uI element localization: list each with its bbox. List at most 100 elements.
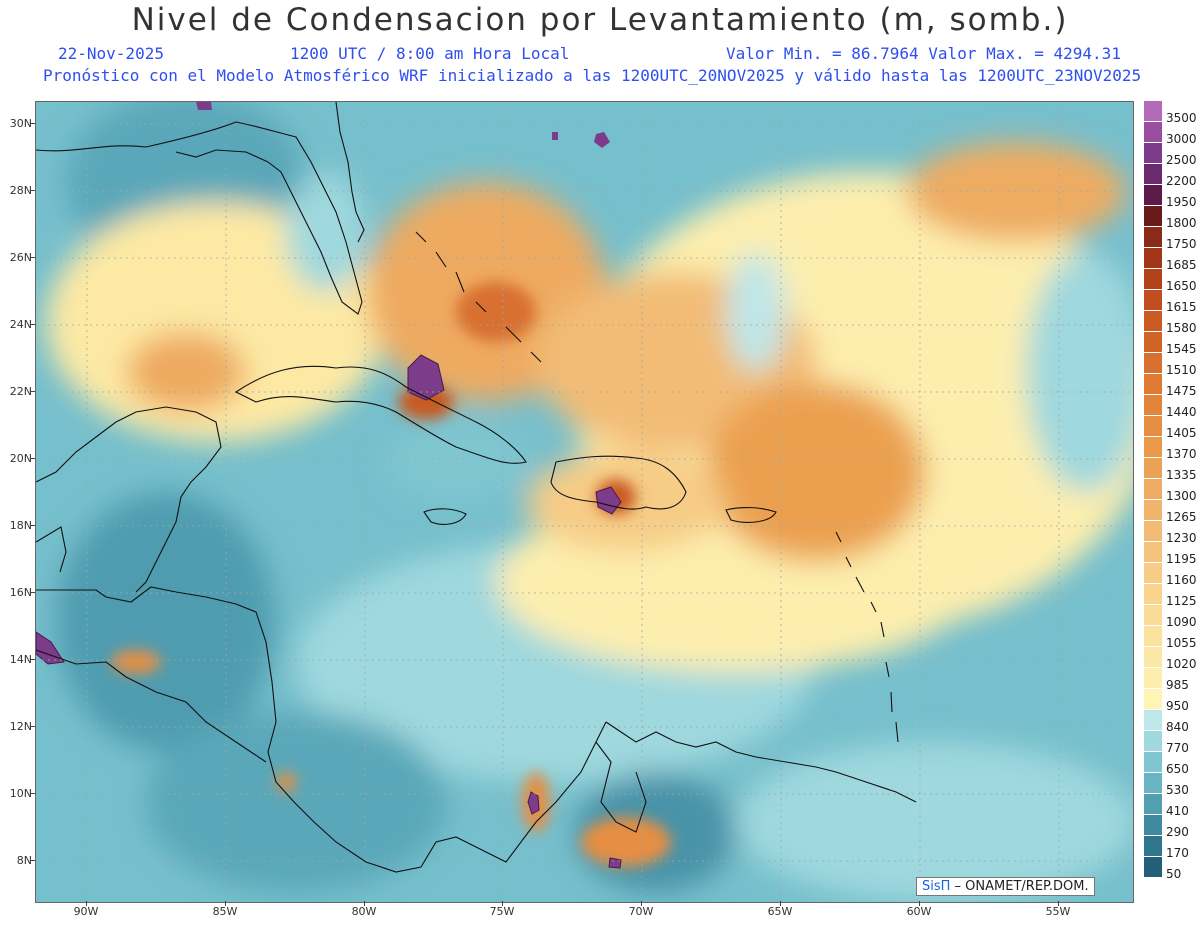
colorbar-cell <box>1144 353 1162 374</box>
lat-label: 10N <box>9 787 32 800</box>
high-cell <box>552 132 558 140</box>
colorbar-cell <box>1144 521 1162 542</box>
lcl-map <box>36 102 1133 902</box>
colorbar-label: 1090 <box>1166 615 1197 629</box>
lat-tick <box>30 726 35 727</box>
colorbar-label: 1300 <box>1166 489 1197 503</box>
colorbar-label: 1800 <box>1166 216 1197 230</box>
colorbar-label: 1370 <box>1166 447 1197 461</box>
lon-tick <box>86 901 87 906</box>
colorbar-cell <box>1144 437 1162 458</box>
lat-label: 30N <box>9 117 32 130</box>
credit-box: SisΠ – ONAMET/REP.DOM. <box>916 877 1095 896</box>
lon-label: 65W <box>767 905 793 918</box>
lat-tick <box>30 123 35 124</box>
colorbar-cell <box>1144 122 1162 143</box>
colorbar-cell <box>1144 374 1162 395</box>
lat-tick <box>30 860 35 861</box>
lon-tick <box>919 901 920 906</box>
colorbar-label: 2500 <box>1166 153 1197 167</box>
colorbar-cell <box>1144 248 1162 269</box>
colorbar-label: 985 <box>1166 678 1189 692</box>
colorbar-label: 950 <box>1166 699 1189 713</box>
lon-label: 70W <box>628 905 654 918</box>
lat-tick <box>30 458 35 459</box>
lat-label: 16N <box>9 586 32 599</box>
colorbar-label: 1125 <box>1166 594 1197 608</box>
colorbar-cell <box>1144 185 1162 206</box>
lat-label: 14N <box>9 653 32 666</box>
colorbar-cell <box>1144 668 1162 689</box>
colorbar-cell <box>1144 836 1162 857</box>
colorbar-label: 1440 <box>1166 405 1197 419</box>
colorbar-cell <box>1144 395 1162 416</box>
high-cell <box>527 791 540 815</box>
lon-label: 75W <box>489 905 515 918</box>
lon-label: 90W <box>73 905 99 918</box>
colorbar-label: 770 <box>1166 741 1189 755</box>
lat-label: 20N <box>9 452 32 465</box>
colorbar-label: 50 <box>1166 867 1182 881</box>
colorbar-cell <box>1144 731 1162 752</box>
colorbar-label: 1615 <box>1166 300 1197 314</box>
lon-tick <box>1058 901 1059 906</box>
colorbar-cell <box>1144 290 1162 311</box>
lat-label: 8N <box>16 854 32 867</box>
colorbar-label: 1055 <box>1166 636 1197 650</box>
lcl-field <box>46 102 1133 902</box>
high-cell <box>36 631 65 665</box>
lon-label: 60W <box>906 905 932 918</box>
colorbar-label: 1510 <box>1166 363 1197 377</box>
lat-tick <box>30 190 35 191</box>
colorbar-label: 1335 <box>1166 468 1197 482</box>
colorbar-label: 840 <box>1166 720 1189 734</box>
colorbar-label: 1580 <box>1166 321 1197 335</box>
lat-tick <box>30 592 35 593</box>
lat-tick <box>30 525 35 526</box>
colorbar-label: 1265 <box>1166 510 1197 524</box>
graticule <box>36 102 1133 902</box>
colorbar-cell <box>1144 815 1162 836</box>
lcl-highs <box>111 282 671 867</box>
forecast-date: 22-Nov-2025 <box>58 44 164 63</box>
colorbar-cell <box>1144 332 1162 353</box>
colorbar-cell <box>1144 563 1162 584</box>
colorbar-label: 650 <box>1166 762 1189 776</box>
colorbar-label: 170 <box>1166 846 1189 860</box>
colorbar <box>1144 101 1162 878</box>
colorbar-label: 1950 <box>1166 195 1197 209</box>
colorbar-cell <box>1144 500 1162 521</box>
colorbar-label: 3000 <box>1166 132 1197 146</box>
colorbar-cell <box>1144 206 1162 227</box>
map-panel[interactable] <box>35 101 1134 903</box>
coastlines <box>36 102 917 873</box>
colorbar-label: 1650 <box>1166 279 1197 293</box>
colorbar-cell <box>1144 857 1162 878</box>
colorbar-label: 290 <box>1166 825 1189 839</box>
colorbar-label: 1195 <box>1166 552 1197 566</box>
colorbar-label: 410 <box>1166 804 1189 818</box>
high-cell <box>608 857 622 869</box>
colorbar-cell <box>1144 647 1162 668</box>
lon-tick <box>364 901 365 906</box>
colorbar-cell <box>1144 626 1162 647</box>
colorbar-cell <box>1144 773 1162 794</box>
colorbar-cell <box>1144 605 1162 626</box>
value-range: Valor Min. = 86.7964 Valor Max. = 4294.3… <box>726 44 1121 63</box>
lat-label: 12N <box>9 720 32 733</box>
colorbar-cell <box>1144 689 1162 710</box>
colorbar-cell <box>1144 227 1162 248</box>
colorbar-label: 1160 <box>1166 573 1197 587</box>
lon-tick <box>780 901 781 906</box>
colorbar-cell <box>1144 458 1162 479</box>
high-cell <box>595 486 622 515</box>
high-cell <box>196 102 212 110</box>
colorbar-cell <box>1144 101 1162 122</box>
colorbar-label: 1230 <box>1166 531 1197 545</box>
colorbar-cell <box>1144 311 1162 332</box>
lon-tick <box>641 901 642 906</box>
lat-tick <box>30 324 35 325</box>
model-info: Pronóstico con el Modelo Atmosférico WRF… <box>43 66 1142 85</box>
high-cell <box>594 132 610 148</box>
colorbar-cell <box>1144 164 1162 185</box>
